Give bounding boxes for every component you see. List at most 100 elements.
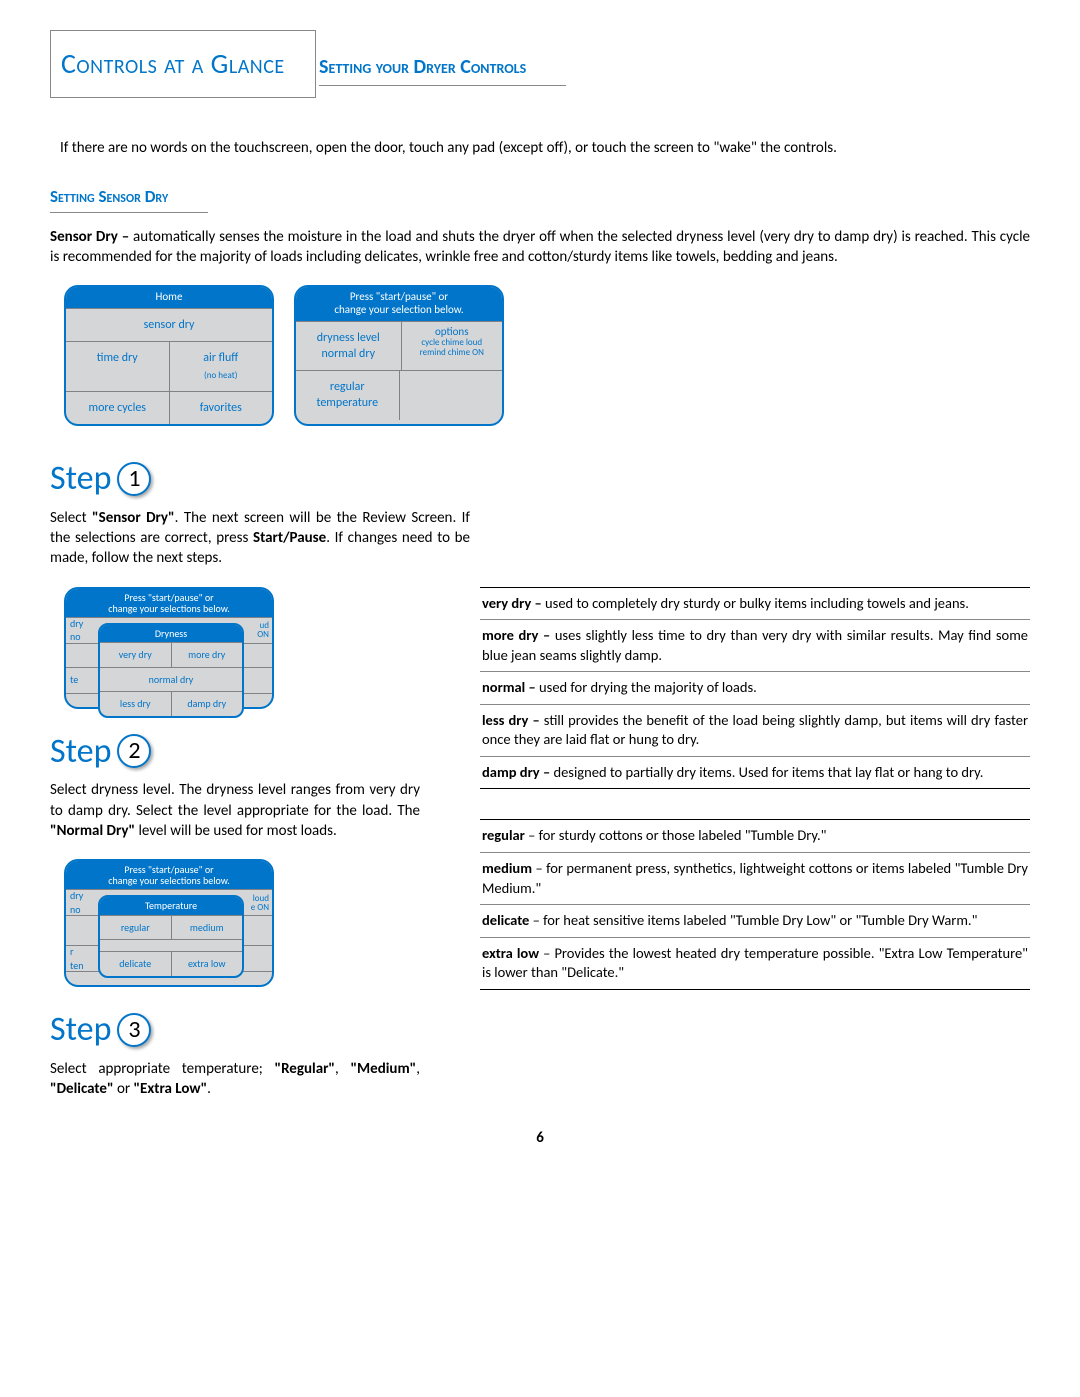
dryness-subheader: Dryness — [100, 625, 242, 643]
def-ld-t: still provides the benefit of the load b… — [482, 711, 1028, 749]
step-3-text: Select appropriate temperature; "Regular… — [50, 1059, 420, 1100]
def-el-t: – Provides the lowest heated dry tempera… — [482, 944, 1028, 982]
more-cycles-btn[interactable]: more cycles — [66, 392, 170, 424]
def-ld-b: less dry – — [482, 711, 540, 729]
step1-pre: Select — [50, 509, 92, 527]
step-2-number: 2 — [117, 734, 151, 768]
def-very-dry: very dry – used to completely dry sturdy… — [480, 588, 1030, 621]
step3-b4: "Extra Low" — [133, 1080, 207, 1098]
extra-low-btn[interactable]: extra low — [172, 952, 243, 976]
medium-btn[interactable]: medium — [172, 916, 243, 940]
damp-dry-btn[interactable]: damp dry — [172, 692, 243, 716]
no-heat-label: (no heat) — [204, 370, 237, 381]
step3-s1: , — [335, 1060, 350, 1078]
normal-dry-label: normal dry — [321, 347, 375, 361]
step2-post: level will be used for most loads. — [135, 822, 337, 840]
temperature-panel: Press "start/pause" or change your selec… — [64, 859, 274, 987]
def-d-t: – for heat sensitive items labeled "Tumb… — [529, 911, 977, 929]
step-2-label: Step 2 — [50, 729, 450, 775]
def-normal: normal – used for drying the majority of… — [480, 672, 1030, 705]
def-regular: regular – for sturdy cottons or those la… — [480, 820, 1030, 853]
sub-heading: Setting Sensor Dry — [50, 186, 208, 213]
def-more-dry: more dry – uses slightly less time to dr… — [480, 620, 1030, 672]
empty-cell — [400, 371, 503, 419]
step3-b2: "Medium" — [350, 1060, 416, 1078]
def-md-b: more dry – — [482, 626, 550, 644]
step-2-text: Select dryness level. The dryness level … — [50, 780, 420, 841]
bg-dry: dryno — [66, 617, 98, 644]
dryness-level-btn[interactable]: dryness level normal dry — [296, 322, 402, 370]
sensor-dry-btn[interactable]: sensor dry — [66, 309, 272, 341]
def-n-t: used for drying the majority of loads. — [536, 678, 757, 696]
air-fluff-btn[interactable]: air fluff (no heat) — [170, 342, 273, 390]
def-el-b: extra low — [482, 944, 539, 962]
home-panel-header: Home — [66, 287, 272, 308]
def-md-t: uses slightly less time to dry than very… — [482, 626, 1028, 664]
step1-bold1: "Sensor Dry" — [92, 509, 175, 527]
temp-panel-header: Press "start/pause" or change your selec… — [66, 861, 272, 889]
step3-b1: "Regular" — [275, 1060, 336, 1078]
options-btn[interactable]: options cycle chime loud remind chime ON — [402, 322, 503, 370]
review-panel: Press "start/pause" or change your selec… — [294, 285, 504, 425]
step2-bold: "Normal Dry" — [50, 822, 135, 840]
less-dry-btn[interactable]: less dry — [100, 692, 172, 716]
bg-ud-on: udON — [242, 621, 272, 639]
dryness-panel-header: Press "start/pause" or change your selec… — [66, 589, 272, 617]
def-medium: medium – for permanent press, synthetics… — [480, 853, 1030, 905]
dryness-panel: Press "start/pause" or change your selec… — [64, 587, 274, 709]
options-label: options — [435, 325, 469, 338]
def-extra-low: extra low – Provides the lowest heated d… — [480, 938, 1030, 989]
bg-t-r: rten — [66, 945, 98, 972]
opt-remind-on: remind chime ON — [420, 347, 484, 358]
def-m-t: – for permanent press, synthetics, light… — [482, 859, 1028, 897]
section-heading: Setting your Dryer Controls — [319, 54, 566, 86]
very-dry-btn[interactable]: very dry — [100, 643, 172, 667]
regular-temp-btn[interactable]: regular temperature — [296, 371, 400, 419]
temp-subheader: Temperature — [100, 897, 242, 915]
def-r-b: regular — [482, 826, 525, 844]
def-d-b: delicate — [482, 911, 529, 929]
air-fluff-label: air fluff — [203, 351, 238, 365]
step-3-label: Step 3 — [50, 1007, 450, 1053]
temp-overlay: Temperature regular medium delicate extr… — [98, 895, 244, 978]
normal-dry-btn[interactable]: normal dry — [100, 668, 242, 692]
step3-s3: or — [114, 1080, 134, 1098]
def-vd-b: very dry – — [482, 594, 542, 612]
step3-pre: Select appropriate temperature; — [50, 1060, 275, 1078]
bg-t-loud: loude ON — [242, 894, 272, 912]
step-1-text: Select "Sensor Dry". The next screen wil… — [50, 508, 470, 569]
intro-text: If there are no words on the touchscreen… — [50, 138, 1030, 158]
def-m-b: medium — [482, 859, 532, 877]
step3-b3: "Delicate" — [50, 1080, 114, 1098]
regular-btn[interactable]: regular — [100, 916, 172, 940]
control-panels-row: Home sensor dry time dry air fluff (no h… — [64, 285, 1030, 425]
dryness-overlay: Dryness very dry more dry normal dry les… — [98, 623, 244, 718]
step-word: Step — [50, 456, 111, 502]
dryness-level-label: dryness level — [317, 331, 380, 345]
bg-te: te — [66, 673, 98, 687]
step3-end: . — [207, 1080, 211, 1098]
step3-s2: , — [416, 1060, 420, 1078]
delicate-btn[interactable]: delicate — [100, 952, 172, 976]
step-3-number: 3 — [117, 1013, 151, 1047]
def-delicate: delicate – for heat sensitive items labe… — [480, 905, 1030, 938]
sensor-dry-text: automatically senses the moisture in the… — [50, 228, 1030, 266]
more-dry-btn[interactable]: more dry — [172, 643, 243, 667]
def-dd-t: designed to partially dry items. Used fo… — [550, 763, 983, 781]
bg-t-dry: dryno — [66, 889, 98, 916]
def-n-b: normal – — [482, 678, 536, 696]
step-word-2: Step — [50, 729, 111, 775]
home-panel: Home sensor dry time dry air fluff (no h… — [64, 285, 274, 425]
step-1-number: 1 — [117, 462, 151, 496]
page-title: Controls at a Glance — [61, 45, 285, 83]
favorites-btn[interactable]: favorites — [170, 392, 273, 424]
title-box: Controls at a Glance — [50, 30, 316, 98]
step2-pre: Select dryness level. The dryness level … — [50, 781, 420, 819]
review-panel-header: Press "start/pause" or change your selec… — [296, 287, 502, 320]
def-less-dry: less dry – still provides the benefit of… — [480, 705, 1030, 757]
step1-bold2: Start/Pause — [253, 529, 326, 547]
temperature-definitions: regular – for sturdy cottons or those la… — [480, 819, 1030, 989]
time-dry-btn[interactable]: time dry — [66, 342, 170, 390]
def-damp-dry: damp dry – designed to partially dry ite… — [480, 757, 1030, 789]
step-1-label: Step 1 — [50, 456, 1030, 502]
